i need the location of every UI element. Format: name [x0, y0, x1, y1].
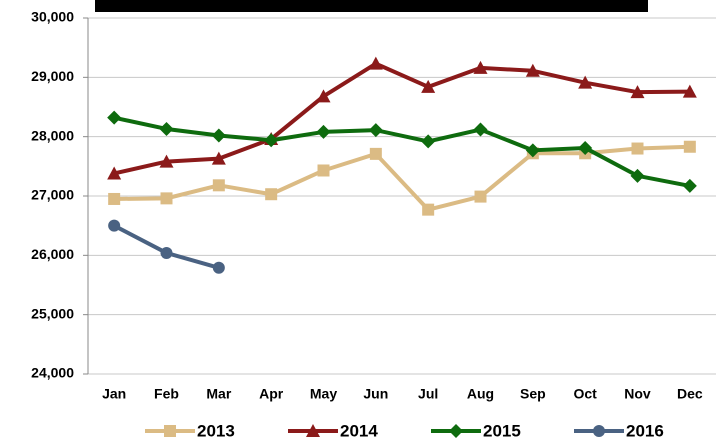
x-tick-label: Jun: [363, 386, 388, 402]
x-tick-label: Feb: [154, 386, 179, 402]
marker: [160, 246, 173, 259]
marker: [265, 188, 278, 201]
y-tick-label: 30,000: [31, 9, 74, 25]
legend-marker: [306, 424, 320, 437]
x-tick-label: Jul: [418, 386, 438, 402]
legend-marker: [593, 425, 605, 437]
marker: [368, 56, 383, 70]
marker: [317, 164, 330, 177]
marker: [421, 134, 436, 149]
title-bar: [95, 0, 648, 12]
marker: [368, 123, 383, 138]
y-tick-label: 26,000: [31, 246, 74, 262]
series-line: [113, 223, 220, 270]
marker: [369, 147, 382, 160]
legend-label: 2014: [340, 421, 378, 440]
marker: [631, 142, 644, 155]
marker: [107, 166, 122, 180]
marker: [682, 84, 697, 98]
marker: [212, 261, 225, 274]
marker: [212, 179, 225, 192]
marker: [474, 190, 487, 203]
legend-label: 2015: [483, 421, 521, 440]
x-tick-label: Apr: [259, 386, 284, 402]
legend-label: 2013: [197, 421, 235, 440]
marker: [473, 122, 488, 137]
marker: [473, 60, 488, 74]
marker: [525, 63, 540, 77]
y-tick-label: 27,000: [31, 187, 74, 203]
marker: [159, 121, 174, 136]
marker: [421, 79, 436, 93]
x-tick-label: Oct: [573, 386, 597, 402]
marker: [108, 219, 121, 232]
marker: [211, 128, 226, 143]
marker: [683, 140, 696, 153]
x-tick-label: Sep: [520, 386, 546, 402]
marker: [107, 110, 122, 125]
marker: [682, 178, 697, 193]
marker: [316, 124, 331, 139]
series-line: [113, 115, 691, 188]
y-tick-label: 29,000: [31, 68, 74, 84]
marker: [108, 192, 121, 205]
x-tick-label: May: [310, 386, 337, 402]
marker: [160, 192, 173, 205]
marker: [630, 85, 645, 99]
marker: [211, 151, 226, 165]
legend-marker: [449, 424, 463, 438]
marker: [578, 75, 593, 89]
marker: [159, 154, 174, 168]
marker: [316, 89, 331, 103]
x-tick-label: Dec: [677, 386, 703, 402]
y-tick-label: 28,000: [31, 127, 74, 143]
y-tick-label: 24,000: [31, 365, 74, 381]
x-tick-label: Nov: [624, 386, 651, 402]
marker: [630, 168, 645, 183]
x-tick-label: Jan: [102, 386, 126, 402]
marker: [525, 143, 540, 158]
legend-label: 2016: [626, 421, 664, 440]
series-line: [113, 61, 690, 176]
x-tick-label: Aug: [467, 386, 494, 402]
marker: [264, 133, 279, 148]
legend-marker: [164, 425, 176, 437]
marker: [422, 203, 435, 216]
marker: [578, 140, 593, 155]
y-tick-label: 25,000: [31, 305, 74, 321]
x-tick-label: Mar: [206, 386, 231, 402]
